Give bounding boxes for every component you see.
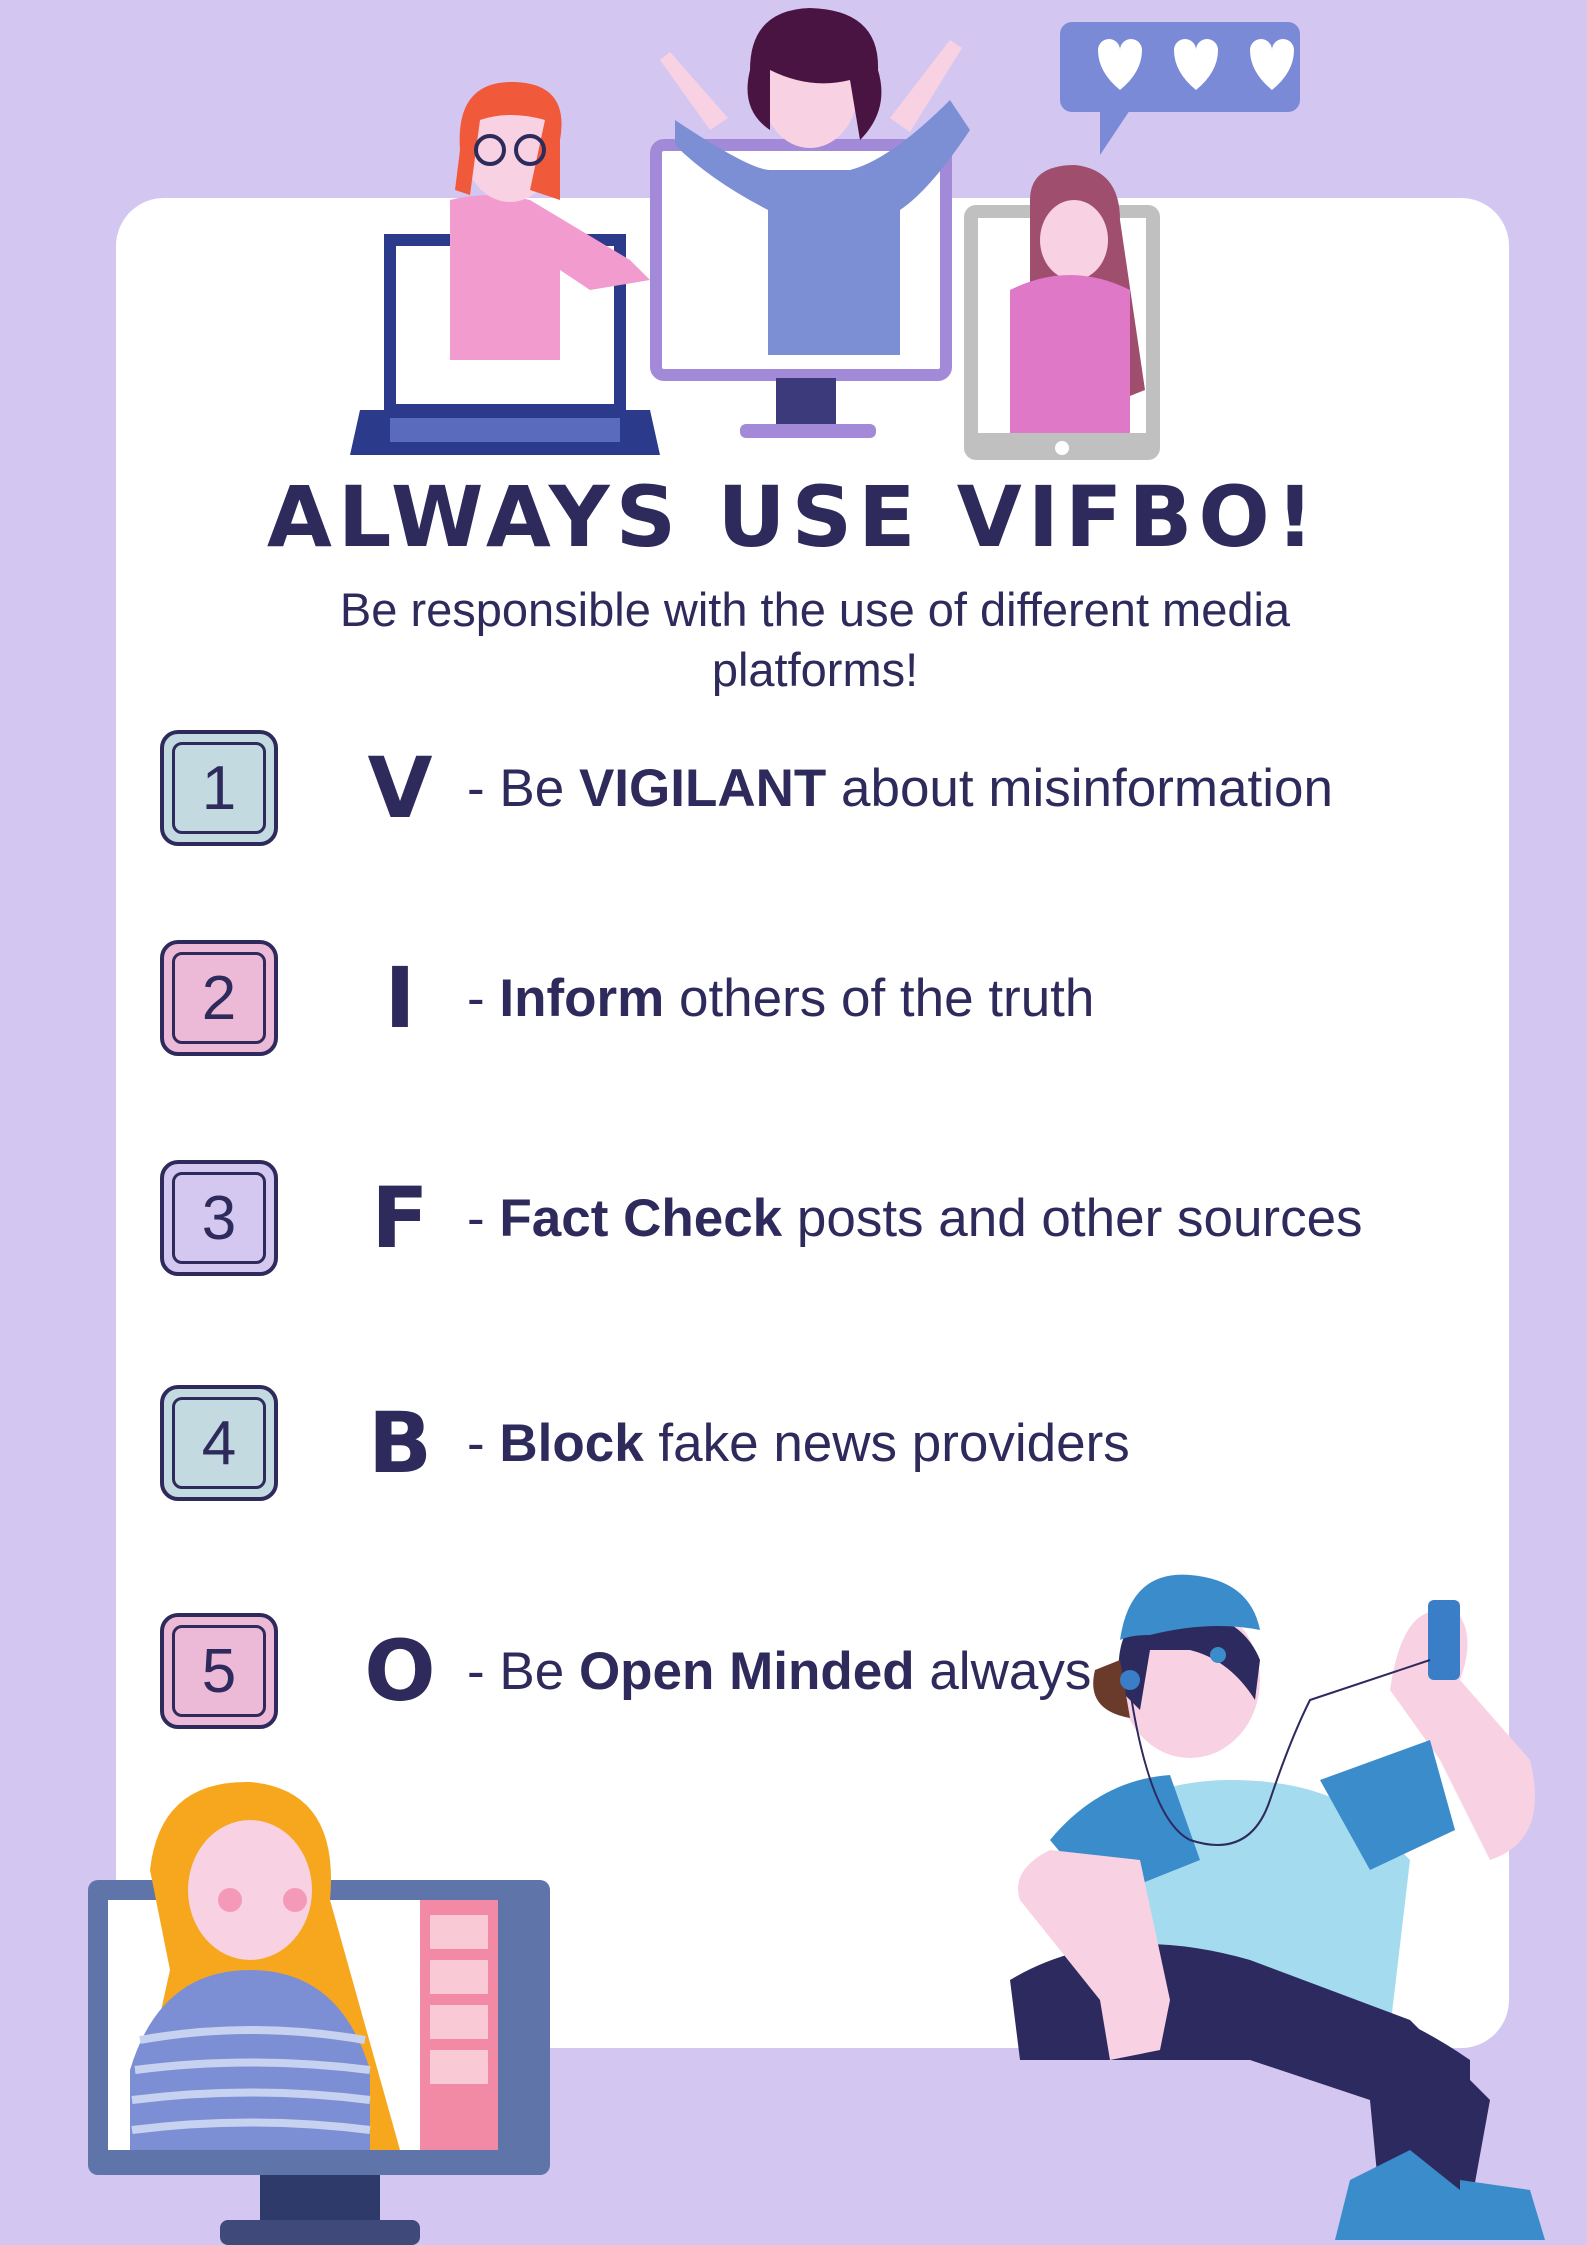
acronym-letter: I xyxy=(384,949,416,1047)
item-description: - Be Open Minded always xyxy=(467,1641,1092,1701)
number-key-4: 4 xyxy=(160,1385,278,1501)
list-item-inform: 2 I - Inform others of the truth xyxy=(160,940,1460,1060)
item-description: - Block fake news providers xyxy=(467,1413,1130,1473)
laptop-icon xyxy=(350,234,660,455)
item-description: - Fact Check posts and other sources xyxy=(467,1188,1363,1248)
list-item-block: 4 B - Block fake news providers xyxy=(160,1385,1460,1505)
number-key-2: 2 xyxy=(160,940,278,1056)
waving-person xyxy=(660,8,970,355)
list-item-open-minded: 5 O - Be Open Minded always xyxy=(160,1613,1460,1733)
acronym-letter: O xyxy=(364,1622,436,1720)
video-call-illustration xyxy=(350,8,1300,460)
number-key-5: 5 xyxy=(160,1613,278,1729)
acronym-letter: F xyxy=(371,1169,429,1267)
number-key-1: 1 xyxy=(160,730,278,846)
item-description: - Inform others of the truth xyxy=(467,968,1095,1028)
glasses-person xyxy=(450,81,650,360)
hearts-speech-bubble-icon xyxy=(1060,22,1300,155)
list-item-fact-check: 3 F - Fact Check posts and other sources xyxy=(160,1160,1460,1280)
poster-card xyxy=(116,198,1509,2048)
item-description: - Be VIGILANT about misinformation xyxy=(467,758,1333,818)
sitting-boy-illustration xyxy=(1010,1574,1545,2240)
list-item-vigilant: 1 V - Be VIGILANT about misinformation xyxy=(160,730,1460,850)
acronym-letter: B xyxy=(367,1394,433,1492)
long-hair-person xyxy=(1010,165,1145,433)
monitor-girl-illustration xyxy=(88,1781,550,2245)
number-key-3: 3 xyxy=(160,1160,278,1276)
poster-title: ALWAYS USE VIFBO! xyxy=(266,468,1321,566)
poster-subtitle: Be responsible with the use of different… xyxy=(339,583,1291,696)
acronym-letter: V xyxy=(367,739,433,837)
